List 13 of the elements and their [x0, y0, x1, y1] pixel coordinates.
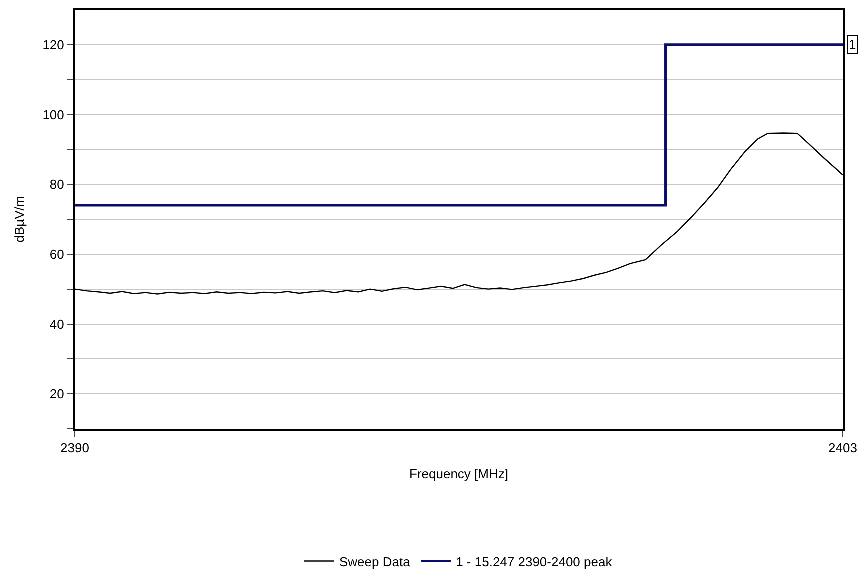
- y-tick-label: 60: [50, 246, 64, 262]
- x-tick-label: 2403: [828, 440, 858, 456]
- x-tick-label: 2390: [60, 440, 90, 456]
- y-tick-label: 100: [42, 107, 64, 122]
- annotation: 1: [849, 37, 856, 52]
- legend-label: 1 - 15.247 2390-2400 peak: [456, 554, 613, 570]
- y-tick-label: 40: [50, 316, 64, 332]
- y-tick-label: 120: [42, 37, 64, 52]
- legend-label: Sweep Data: [340, 554, 412, 570]
- y-tick-label: 80: [50, 177, 64, 192]
- y-axis-title: dBµV/m: [12, 196, 28, 243]
- y-tick-label: 20: [50, 386, 64, 402]
- x-axis-title: Frequency [MHz]: [410, 466, 508, 482]
